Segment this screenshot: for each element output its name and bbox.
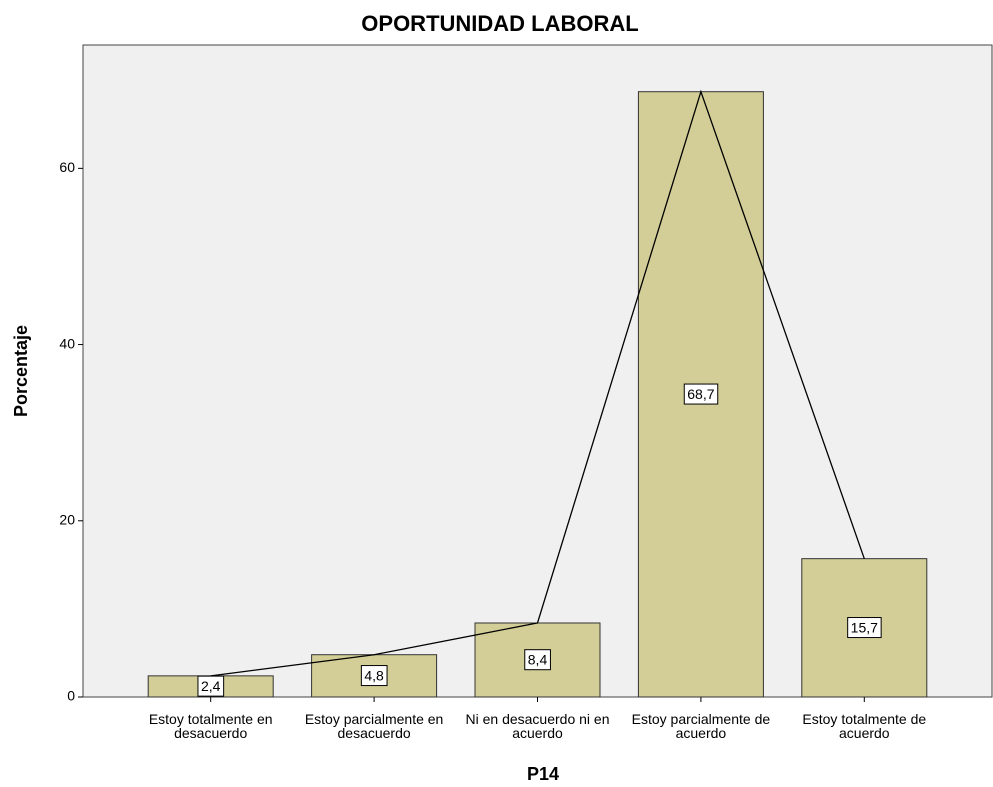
data-label-box: [524, 649, 551, 671]
x-tick-label: Ni en desacuerdo ni en acuerdo: [465, 711, 610, 741]
data-label-box: [197, 675, 225, 697]
x-tick-label: Estoy parcialmente en desacuerdo: [304, 711, 444, 741]
data-label: 2,4: [201, 678, 221, 694]
y-axis-title: Porcentaje: [11, 325, 31, 417]
y-tick-label: 0: [67, 688, 75, 704]
trend-line: [210, 89, 865, 677]
data-label-box: [360, 665, 388, 687]
x-tick-label: Estoy parcialmente de acuerdo: [631, 711, 771, 741]
x-tick-label: Estoy totalmente en desacuerdo: [148, 711, 273, 741]
y-tick-label: 20: [59, 511, 75, 527]
data-label: 68,7: [687, 386, 714, 402]
y-tick-label: 60: [59, 159, 75, 175]
chart-title: OPORTUNIDAD LABORAL: [361, 11, 638, 36]
y-tick-label: 40: [59, 335, 75, 351]
data-label-box: [683, 383, 719, 405]
x-tick-label: Estoy totalmente de acuerdo: [802, 711, 927, 741]
data-label: 8,4: [528, 652, 548, 668]
x-axis-title: P14: [527, 764, 559, 784]
data-label: 4,8: [364, 668, 384, 684]
data-label-box: [847, 617, 882, 639]
data-label: 15,7: [851, 620, 878, 636]
